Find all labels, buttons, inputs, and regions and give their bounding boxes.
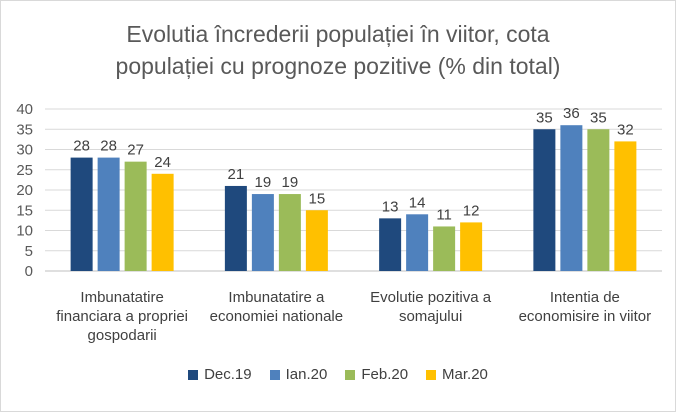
legend-label: Mar.20 bbox=[442, 366, 488, 383]
bar bbox=[70, 157, 93, 271]
legend-item: Feb.20 bbox=[345, 366, 408, 383]
legend-swatch bbox=[345, 369, 356, 380]
bar bbox=[124, 161, 147, 271]
y-tick-label: 35 bbox=[16, 121, 33, 138]
legend-label: Ian.20 bbox=[285, 366, 328, 383]
bar bbox=[151, 173, 174, 271]
bar bbox=[433, 226, 456, 271]
data-label: 21 bbox=[228, 166, 245, 183]
x-tick-label: economisire in viitor bbox=[519, 308, 652, 325]
data-label: 19 bbox=[255, 174, 272, 191]
legend-item: Ian.20 bbox=[269, 366, 328, 383]
x-tick-label: gospodarii bbox=[88, 327, 157, 344]
legend-label: Feb.20 bbox=[361, 366, 409, 383]
chart-legend: Dec.19 Ian.20 Feb.20 Mar.20 bbox=[0, 366, 676, 383]
x-tick-label: economiei nationale bbox=[210, 308, 343, 325]
legend-swatch bbox=[188, 369, 199, 380]
x-tick-label: Evolutie pozitiva a bbox=[370, 289, 492, 306]
y-tick-label: 40 bbox=[16, 101, 33, 118]
bar bbox=[278, 194, 301, 271]
chart-title-line-1: Evolutia încrederii populației în viitor… bbox=[126, 21, 550, 47]
data-label: 11 bbox=[436, 206, 452, 223]
y-tick-label: 20 bbox=[16, 182, 33, 199]
bar bbox=[587, 129, 610, 271]
bar bbox=[406, 214, 429, 271]
data-label: 35 bbox=[590, 109, 607, 126]
data-label: 28 bbox=[73, 138, 90, 155]
y-tick-label: 10 bbox=[16, 223, 33, 240]
bar bbox=[251, 194, 274, 271]
data-label: 35 bbox=[536, 109, 553, 126]
y-tick-label: 30 bbox=[16, 142, 33, 159]
data-label: 24 bbox=[154, 154, 171, 171]
legend-swatch bbox=[269, 369, 280, 380]
legend-label: Dec.19 bbox=[204, 366, 252, 383]
bar bbox=[97, 157, 120, 271]
data-label: 14 bbox=[409, 194, 426, 211]
bar bbox=[533, 129, 556, 271]
x-tick-label: somajului bbox=[399, 308, 462, 325]
bar bbox=[614, 141, 637, 271]
y-tick-label: 0 bbox=[25, 263, 33, 280]
data-label: 12 bbox=[463, 202, 480, 219]
bar bbox=[460, 222, 483, 271]
chart-title-line-2: populației cu prognoze pozitive (% din t… bbox=[115, 53, 561, 79]
legend-item: Mar.20 bbox=[426, 366, 488, 383]
x-tick-label: Intentia de bbox=[550, 289, 620, 306]
chart-title: Evolutia încrederii populației în viitor… bbox=[0, 18, 676, 82]
data-label: 36 bbox=[563, 105, 580, 122]
y-tick-label: 15 bbox=[16, 202, 33, 219]
legend-swatch bbox=[426, 369, 437, 380]
data-label: 13 bbox=[382, 198, 399, 215]
x-tick-label: Imbunatatire bbox=[80, 289, 163, 306]
legend-item: Dec.19 bbox=[188, 366, 252, 383]
x-tick-label: financiara a propriei bbox=[56, 308, 188, 325]
data-label: 28 bbox=[100, 138, 117, 155]
bar bbox=[305, 210, 328, 271]
bar bbox=[224, 185, 247, 271]
data-label: 27 bbox=[127, 142, 144, 159]
y-tick-label: 5 bbox=[25, 243, 33, 260]
x-tick-label: Imbunatatire a bbox=[228, 289, 325, 306]
bar-chart: 0 5 10 15 20 25 30 35 40 28 28 27 24 Imbunatatire fina… bbox=[16, 101, 662, 344]
data-label: 32 bbox=[617, 121, 634, 138]
bar bbox=[379, 218, 402, 271]
data-label: 15 bbox=[309, 190, 326, 207]
y-tick-label: 25 bbox=[16, 162, 33, 179]
data-label: 19 bbox=[282, 174, 299, 191]
bar bbox=[560, 125, 583, 271]
